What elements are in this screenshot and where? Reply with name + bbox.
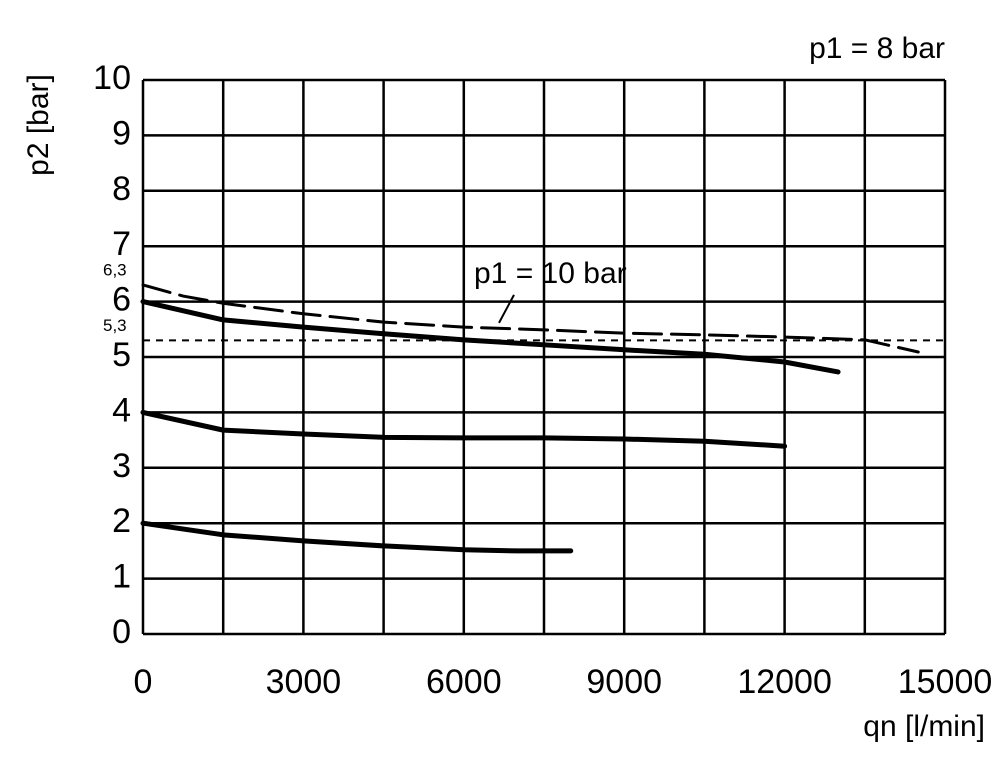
leader-line [498, 294, 515, 324]
x-tick-label: 9000 [586, 663, 662, 701]
series-line [141, 283, 920, 354]
y-tick-label: 3 [112, 447, 131, 485]
y-tick-label: 6 [112, 281, 131, 319]
y-axis-label: p2 [bar] [22, 74, 55, 176]
ref-label: 6,3 [103, 260, 127, 279]
x-tick-label: 0 [134, 663, 153, 701]
series-line [140, 299, 841, 375]
y-tick-label: 1 [112, 558, 131, 596]
x-tick-label: 12000 [737, 663, 832, 701]
x-tick-label: 6000 [426, 663, 502, 701]
y-tick-label: 9 [112, 114, 131, 152]
series-line [140, 409, 788, 449]
series-label: p1 = 10 bar [474, 257, 627, 290]
ref-label: 5,3 [103, 316, 127, 335]
y-tick-label: 2 [112, 502, 131, 540]
y-tick-label: 10 [93, 59, 131, 97]
y-tick-label: 7 [112, 225, 131, 263]
x-axis-label: qn [l/min] [863, 710, 985, 743]
x-tick-label: 15000 [898, 663, 993, 701]
x-tick-label: 3000 [266, 663, 342, 701]
y-tick-label: 4 [112, 391, 131, 429]
y-tick-label: 5 [112, 336, 131, 374]
y-tick-label: 0 [112, 613, 131, 651]
series-line [140, 520, 574, 554]
annotation: p1 = 8 bar [809, 32, 945, 65]
y-tick-label: 8 [112, 170, 131, 208]
